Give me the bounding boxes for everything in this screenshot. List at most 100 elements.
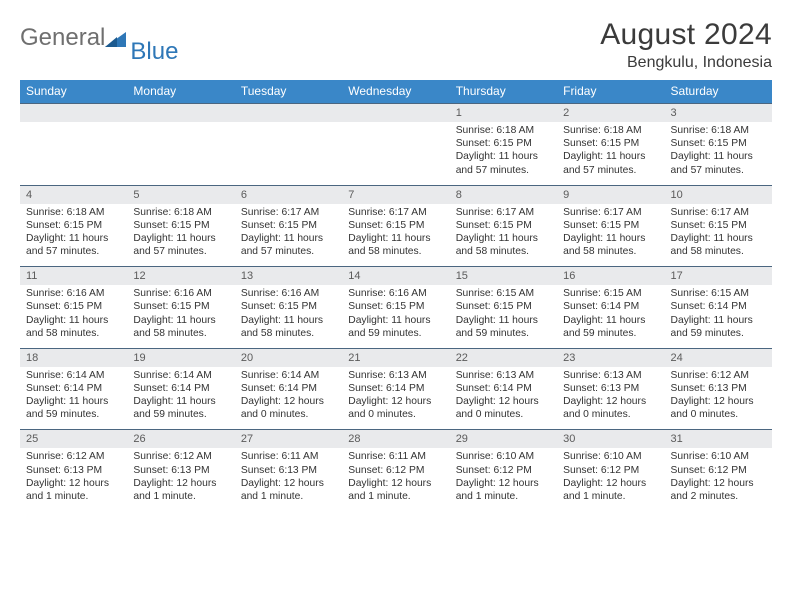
day-number-cell: 25 [20,430,127,449]
day-content-cell [127,122,234,185]
sunset-line: Sunset: 6:15 PM [26,219,123,232]
day-number-cell [342,104,449,123]
day-number-cell: 20 [235,348,342,367]
daylight-line: Daylight: 11 hours and 59 minutes. [671,314,768,340]
calendar-page: General Blue August 2024 Bengkulu, Indon… [0,0,792,521]
daylight-line: Daylight: 11 hours and 58 minutes. [241,314,338,340]
daylight-line: Daylight: 11 hours and 58 minutes. [563,232,660,258]
day-number-cell [235,104,342,123]
day-number-cell: 5 [127,185,234,204]
daylight-line: Daylight: 11 hours and 59 minutes. [456,314,553,340]
sunset-line: Sunset: 6:15 PM [456,137,553,150]
day-number-cell: 18 [20,348,127,367]
day-number-cell: 6 [235,185,342,204]
day-number-cell: 17 [665,267,772,286]
sunset-line: Sunset: 6:13 PM [671,382,768,395]
day-number-cell: 16 [557,267,664,286]
sunset-line: Sunset: 6:14 PM [26,382,123,395]
day-number-cell: 22 [450,348,557,367]
header: General Blue August 2024 Bengkulu, Indon… [20,18,772,72]
sunset-line: Sunset: 6:15 PM [671,137,768,150]
sunset-line: Sunset: 6:15 PM [671,219,768,232]
day-content-cell: Sunrise: 6:17 AMSunset: 6:15 PMDaylight:… [557,204,664,267]
daylight-line: Daylight: 12 hours and 0 minutes. [348,395,445,421]
day-number-cell: 23 [557,348,664,367]
daylight-line: Daylight: 12 hours and 1 minute. [133,477,230,503]
sunrise-line: Sunrise: 6:18 AM [456,124,553,137]
day-content-cell: Sunrise: 6:18 AMSunset: 6:15 PMDaylight:… [127,204,234,267]
sunset-line: Sunset: 6:12 PM [563,464,660,477]
daylight-line: Daylight: 12 hours and 1 minute. [26,477,123,503]
sunrise-line: Sunrise: 6:13 AM [456,369,553,382]
day-content-row: Sunrise: 6:12 AMSunset: 6:13 PMDaylight:… [20,448,772,511]
day-content-cell: Sunrise: 6:14 AMSunset: 6:14 PMDaylight:… [127,367,234,430]
weekday-header: Friday [557,80,664,104]
daylight-line: Daylight: 11 hours and 58 minutes. [133,314,230,340]
day-content-cell: Sunrise: 6:10 AMSunset: 6:12 PMDaylight:… [665,448,772,511]
day-content-cell: Sunrise: 6:10 AMSunset: 6:12 PMDaylight:… [450,448,557,511]
sunset-line: Sunset: 6:14 PM [563,300,660,313]
day-number-cell [20,104,127,123]
day-number-cell: 31 [665,430,772,449]
day-number-cell: 8 [450,185,557,204]
sunset-line: Sunset: 6:13 PM [563,382,660,395]
daylight-line: Daylight: 12 hours and 1 minute. [348,477,445,503]
sunrise-line: Sunrise: 6:15 AM [456,287,553,300]
daylight-line: Daylight: 12 hours and 1 minute. [456,477,553,503]
daylight-line: Daylight: 11 hours and 57 minutes. [241,232,338,258]
day-content-cell [235,122,342,185]
sunrise-line: Sunrise: 6:15 AM [671,287,768,300]
day-number-cell: 13 [235,267,342,286]
day-number-cell: 14 [342,267,449,286]
sunrise-line: Sunrise: 6:16 AM [348,287,445,300]
sunset-line: Sunset: 6:15 PM [456,300,553,313]
daylight-line: Daylight: 12 hours and 0 minutes. [671,395,768,421]
page-title: August 2024 [600,18,772,52]
sunrise-line: Sunrise: 6:16 AM [26,287,123,300]
day-content-cell: Sunrise: 6:12 AMSunset: 6:13 PMDaylight:… [127,448,234,511]
day-number-cell: 11 [20,267,127,286]
sunset-line: Sunset: 6:13 PM [26,464,123,477]
day-content-cell: Sunrise: 6:18 AMSunset: 6:15 PMDaylight:… [450,122,557,185]
sunset-line: Sunset: 6:15 PM [563,137,660,150]
sunrise-line: Sunrise: 6:14 AM [26,369,123,382]
sunrise-line: Sunrise: 6:12 AM [133,450,230,463]
day-content-row: Sunrise: 6:16 AMSunset: 6:15 PMDaylight:… [20,285,772,348]
sunrise-line: Sunrise: 6:12 AM [26,450,123,463]
day-number-cell: 19 [127,348,234,367]
sunrise-line: Sunrise: 6:17 AM [456,206,553,219]
day-number-cell: 1 [450,104,557,123]
sunrise-line: Sunrise: 6:17 AM [671,206,768,219]
day-number-cell: 29 [450,430,557,449]
brand-name-1: General [20,24,105,52]
sunset-line: Sunset: 6:15 PM [241,300,338,313]
sunset-line: Sunset: 6:15 PM [456,219,553,232]
day-content-cell: Sunrise: 6:13 AMSunset: 6:14 PMDaylight:… [342,367,449,430]
weekday-header: Wednesday [342,80,449,104]
day-content-cell: Sunrise: 6:17 AMSunset: 6:15 PMDaylight:… [235,204,342,267]
day-content-cell: Sunrise: 6:16 AMSunset: 6:15 PMDaylight:… [342,285,449,348]
day-content-cell: Sunrise: 6:13 AMSunset: 6:13 PMDaylight:… [557,367,664,430]
daylight-line: Daylight: 11 hours and 57 minutes. [133,232,230,258]
daylight-line: Daylight: 12 hours and 0 minutes. [563,395,660,421]
weekday-header: Thursday [450,80,557,104]
day-number-cell: 10 [665,185,772,204]
daylight-line: Daylight: 11 hours and 57 minutes. [563,150,660,176]
daylight-line: Daylight: 11 hours and 57 minutes. [26,232,123,258]
sunrise-line: Sunrise: 6:14 AM [133,369,230,382]
sunset-line: Sunset: 6:13 PM [241,464,338,477]
sunrise-line: Sunrise: 6:13 AM [563,369,660,382]
sunrise-line: Sunrise: 6:18 AM [26,206,123,219]
daylight-line: Daylight: 12 hours and 2 minutes. [671,477,768,503]
daylight-line: Daylight: 11 hours and 58 minutes. [456,232,553,258]
sunrise-line: Sunrise: 6:12 AM [671,369,768,382]
day-number-row: 123 [20,104,772,123]
title-block: August 2024 Bengkulu, Indonesia [600,18,772,72]
sunset-line: Sunset: 6:15 PM [563,219,660,232]
daylight-line: Daylight: 11 hours and 59 minutes. [26,395,123,421]
sunrise-line: Sunrise: 6:10 AM [671,450,768,463]
sunrise-line: Sunrise: 6:13 AM [348,369,445,382]
sunset-line: Sunset: 6:15 PM [133,300,230,313]
day-number-cell: 21 [342,348,449,367]
sunset-line: Sunset: 6:14 PM [133,382,230,395]
